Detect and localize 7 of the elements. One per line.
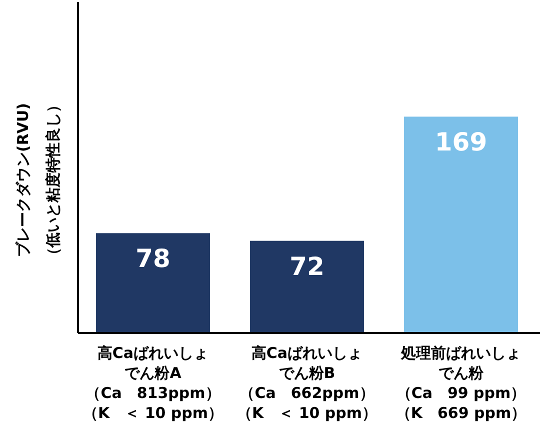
x-tick-label: 高Caばれいしょでん粉B（Ca 662ppm）（K ＜ 10 ppm） xyxy=(236,344,378,422)
y-axis-title: ブレークダウン(RVU) （低いと粘度特性良し） xyxy=(14,98,62,262)
data-label: 169 xyxy=(434,128,488,157)
data-label: 78 xyxy=(136,244,170,274)
x-tick-label: 処理前ばれいしょでん粉（Ca 99 ppm）（K 669 ppm） xyxy=(396,344,526,422)
x-tick-label: 高Caばれいしょでん粉A（Ca 813ppm）（K ＜ 10 ppm） xyxy=(82,344,224,422)
data-label: 72 xyxy=(290,252,324,281)
